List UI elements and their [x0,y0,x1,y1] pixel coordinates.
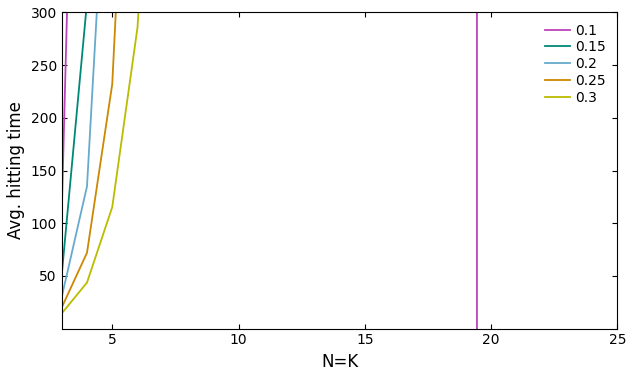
0.25 [108,82,116,87]
Y-axis label: Avg. hitting time: Avg. hitting time [7,102,25,240]
0.2 [83,184,91,189]
Legend: 0.1, 0.15, 0.2, 0.25, 0.3: 0.1, 0.15, 0.2, 0.25, 0.3 [541,19,610,109]
Line: 0.15: 0.15 [62,0,592,275]
0.15 [83,0,91,5]
0.25 [83,251,91,255]
0.25 [58,305,66,310]
Line: 0.25: 0.25 [62,0,592,308]
0.3 [58,311,66,316]
0.15 [58,273,66,277]
0.1 [58,211,66,215]
Line: 0.2: 0.2 [62,0,592,297]
Line: 0.1: 0.1 [62,0,592,378]
X-axis label: N=K: N=K [321,353,358,371]
Line: 0.3: 0.3 [62,0,592,313]
0.2 [58,295,66,299]
0.3 [83,280,91,285]
0.3 [108,205,116,209]
0.3 [134,25,141,30]
